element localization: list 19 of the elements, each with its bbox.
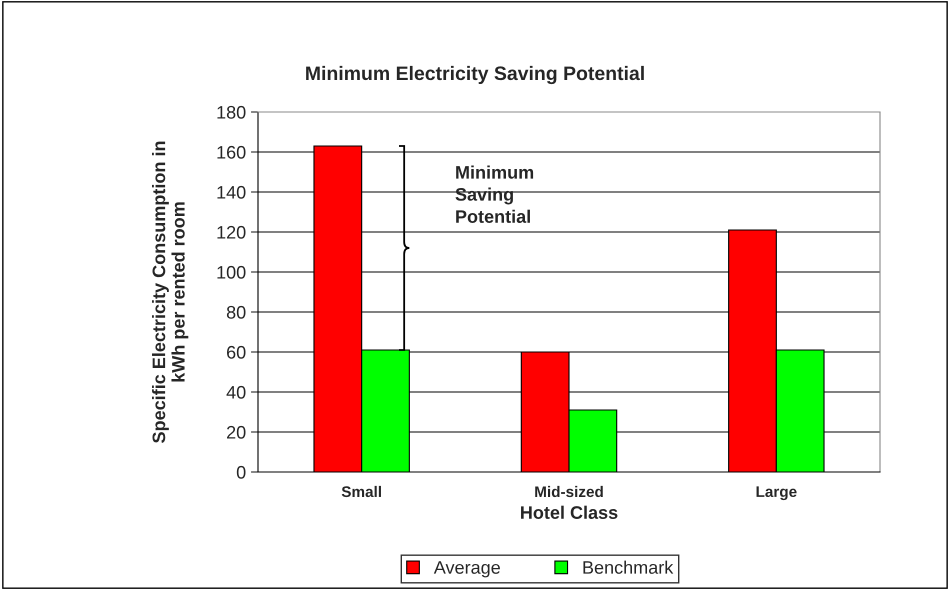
- y-tick-label: 80: [226, 306, 246, 319]
- x-tick-label: Small: [342, 486, 381, 498]
- y-tick-label: 140: [217, 186, 246, 199]
- y-axis-title: Specific Electricity Consumption in kWh per rented room: [152, 142, 188, 443]
- y-tick-label: 160: [217, 146, 246, 159]
- y-tick-label: 60: [227, 346, 246, 359]
- legend-label: Benchmark: [583, 560, 674, 574]
- x-tick-label: Mid-sized: [535, 486, 603, 498]
- y-tick-label: 120: [217, 226, 246, 239]
- y-tick-label: 40: [226, 386, 246, 399]
- x-axis-title: Hotel Class: [521, 506, 618, 519]
- x-tick-label: Large: [756, 486, 797, 500]
- y-tick-label: 180: [217, 106, 246, 119]
- chart-title: Minimum Electricity Saving Potential: [306, 66, 644, 84]
- y-tick-label: 20: [227, 426, 246, 439]
- legend-label: Average: [434, 561, 500, 578]
- annotation: Minimum Saving Potential: [455, 165, 534, 223]
- y-tick-label: 0: [236, 466, 246, 479]
- y-tick-label: 100: [217, 266, 246, 279]
